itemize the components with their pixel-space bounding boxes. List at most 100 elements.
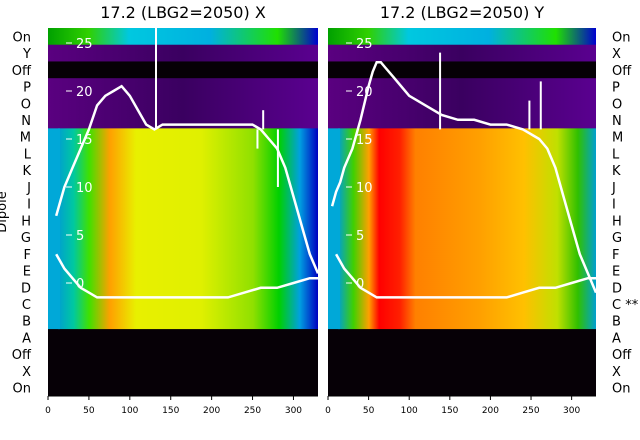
row-label: X	[612, 365, 621, 380]
x-tick-label: 0	[45, 406, 51, 416]
row-label: G	[21, 231, 31, 246]
heatmap-row	[338, 178, 596, 196]
heatmap-row	[58, 312, 318, 330]
x-tick-label: 100	[121, 406, 138, 416]
series-line	[335, 253, 596, 299]
heatmap-row	[338, 145, 596, 163]
heatmap-row	[58, 228, 318, 246]
heatmap-row	[328, 345, 596, 364]
row-label: B	[612, 315, 621, 330]
row-label: I	[612, 198, 616, 213]
row-label: K	[22, 164, 31, 179]
y-tick-label: 25	[76, 37, 93, 52]
y-tick-label: 0	[356, 277, 364, 292]
heatmap-row	[58, 145, 318, 163]
row-label: I	[27, 198, 31, 213]
series-line	[330, 60, 598, 294]
row-label: Y	[22, 47, 31, 62]
heatmap-row	[328, 61, 596, 79]
row-label: J	[611, 181, 616, 196]
row-label: On	[612, 382, 630, 397]
heatmap-row	[58, 245, 318, 263]
y-tick-label: 5	[76, 229, 84, 244]
chart-title: 17.2 (LBG2=2050) Y	[380, 3, 545, 22]
y-tick-label: 10	[356, 181, 373, 196]
row-label: P	[23, 81, 31, 96]
y-axis-label: Dipole	[0, 191, 10, 232]
heatmap-row	[338, 195, 596, 213]
chart-title: 17.2 (LBG2=2050) X	[100, 3, 266, 22]
row-label: C	[22, 298, 31, 313]
row-label: E	[23, 265, 31, 280]
x-tick-label: 250	[244, 406, 261, 416]
x-tick-label: 100	[401, 406, 418, 416]
heatmap-row	[58, 295, 318, 313]
heatmap-row	[338, 312, 596, 330]
heatmap-row	[328, 78, 596, 96]
heatmap-row	[48, 94, 318, 113]
heatmap-edge	[48, 128, 60, 330]
heatmap-row	[58, 178, 318, 196]
heatmap-row	[48, 28, 318, 46]
heatmap-row	[338, 245, 596, 263]
heatmap-row	[58, 161, 318, 180]
row-label: X	[612, 47, 621, 62]
row-label: A	[22, 331, 31, 346]
row-label: P	[612, 81, 620, 96]
row-label: On	[13, 382, 31, 397]
heatmap-row	[328, 44, 596, 62]
row-label: N	[612, 114, 622, 129]
row-label: D	[612, 281, 622, 296]
x-tick-label: 300	[563, 406, 580, 416]
row-label: L	[24, 147, 32, 162]
row-label: Off	[612, 348, 632, 363]
y-tick-label: 20	[76, 85, 93, 100]
heatmap-row	[58, 212, 318, 230]
series-line	[54, 84, 320, 274]
heatmap-row	[48, 44, 318, 62]
heatmap-row	[328, 362, 596, 380]
row-label: B	[22, 315, 31, 330]
x-tick-label: 50	[363, 406, 375, 416]
row-label: H	[21, 214, 31, 229]
heatmap-row	[48, 345, 318, 364]
row-label: Off	[12, 348, 32, 363]
heatmap-row	[48, 61, 318, 79]
y-tick-label: 5	[356, 229, 364, 244]
row-label: Off	[612, 64, 632, 79]
row-label: H	[612, 214, 622, 229]
heatmap-row	[58, 128, 318, 146]
heatmap-row	[48, 362, 318, 380]
y-tick-label: 15	[76, 133, 93, 148]
heatmap-row	[338, 295, 596, 313]
heatmap-row	[338, 278, 596, 297]
row-label: C **	[612, 298, 639, 313]
row-label: N	[21, 114, 31, 129]
x-tick-label: 300	[285, 406, 302, 416]
x-tick-label: 200	[482, 406, 499, 416]
heatmap-row	[338, 161, 596, 180]
heatmap-row	[48, 379, 318, 397]
heatmap-row	[328, 28, 596, 46]
heatmap-row	[58, 278, 318, 297]
heatmap-edge	[328, 128, 340, 330]
y-tick-label: 15	[356, 133, 373, 148]
row-label: O	[21, 97, 31, 112]
row-label: On	[612, 30, 630, 45]
heatmap-row	[328, 379, 596, 397]
row-label: M	[20, 131, 31, 146]
heatmap-row	[48, 111, 318, 129]
x-tick-label: 50	[83, 406, 95, 416]
row-label: On	[13, 30, 31, 45]
heatmap-row	[338, 262, 596, 280]
row-label: X	[22, 365, 31, 380]
row-label: G	[612, 231, 622, 246]
x-tick-label: 150	[441, 406, 458, 416]
heatmap-row	[58, 195, 318, 213]
series-line	[55, 253, 318, 299]
row-label: F	[612, 248, 619, 263]
heatmap-row	[338, 212, 596, 230]
